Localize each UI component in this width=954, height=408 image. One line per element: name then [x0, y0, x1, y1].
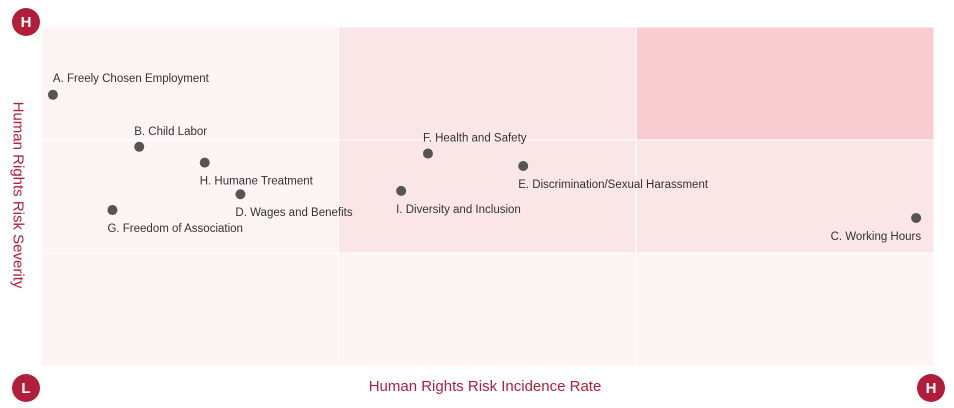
data-point-label: H. Humane Treatment: [200, 176, 314, 188]
risk-zone-cell: [338, 26, 637, 141]
data-point-label: A. Freely Chosen Employment: [53, 73, 210, 85]
data-point: [518, 160, 529, 171]
risk-zone-cell: [338, 139, 637, 254]
data-points: A. Freely Chosen Employment B. Child Labo…: [47, 73, 922, 243]
data-point: [107, 205, 118, 216]
data-point-label: I. Diversity and Inclusion: [396, 204, 521, 216]
data-point-label: C. Working Hours: [831, 231, 922, 243]
severity-high-badge: H: [12, 8, 40, 36]
data-point-label: G. Freedom of Association: [107, 223, 243, 235]
data-point: [47, 89, 58, 100]
risk-zone-cell: [40, 26, 340, 141]
data-point-label: E. Discrimination/Sexual Harassment: [518, 179, 709, 191]
incidence-high-badge: H: [917, 374, 945, 402]
risk-zone-cell: [40, 139, 340, 254]
data-point: [911, 212, 922, 223]
x-axis-label: Human Rights Risk Incidence Rate: [368, 378, 602, 395]
risk-zone-cell: [635, 252, 935, 367]
data-point-label: B. Child Labor: [134, 126, 207, 138]
risk-zone-cell: [338, 252, 637, 367]
risk-zone-cell: [635, 139, 935, 254]
data-point-label: D. Wages and Benefits: [235, 207, 352, 219]
y-axis-label: Human Rights Risk Severity: [9, 101, 27, 289]
risk-zones: [40, 26, 935, 367]
risk-zone-cell: [635, 26, 935, 141]
data-point: [422, 148, 433, 159]
risk-zone-cell: [40, 252, 340, 367]
data-point: [134, 141, 145, 152]
data-point-label: F. Health and Safety: [423, 133, 527, 145]
data-point: [199, 157, 210, 168]
origin-low-badge: L: [12, 374, 40, 402]
data-point: [396, 185, 407, 196]
data-point: [235, 189, 246, 200]
